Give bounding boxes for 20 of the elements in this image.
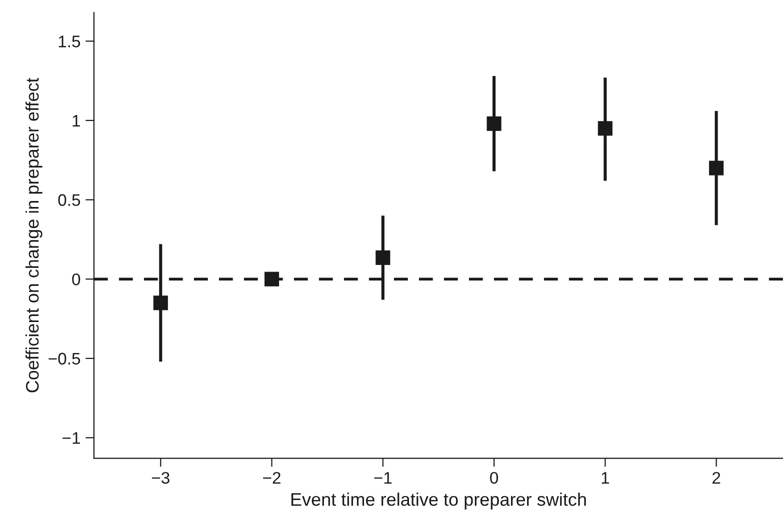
x-tick-label: −2	[263, 472, 280, 484]
x-tick-label: 2	[712, 472, 720, 484]
y-tick-label: −0.5	[48, 352, 80, 365]
y-tick-label: 0	[72, 273, 80, 286]
point	[264, 272, 280, 286]
y-tick-label: −1	[62, 432, 80, 444]
x-axis-title: Event time relative to preparer switch	[291, 492, 586, 510]
x-tick-label: −3	[152, 472, 170, 484]
point	[598, 121, 612, 136]
x-tick-label: 1	[602, 472, 610, 484]
point	[709, 160, 724, 176]
point	[486, 116, 502, 131]
y-axis-title: Coefficient on change in preparer effect	[25, 78, 42, 392]
point	[376, 250, 390, 265]
point	[153, 296, 168, 310]
y-tick-label: 1	[72, 115, 80, 126]
y-tick-label: 1.5	[58, 36, 80, 48]
y-tick-label: 0.5	[58, 194, 80, 206]
x-tick-label: −1	[374, 472, 392, 484]
x-tick-label: 0	[490, 472, 498, 484]
